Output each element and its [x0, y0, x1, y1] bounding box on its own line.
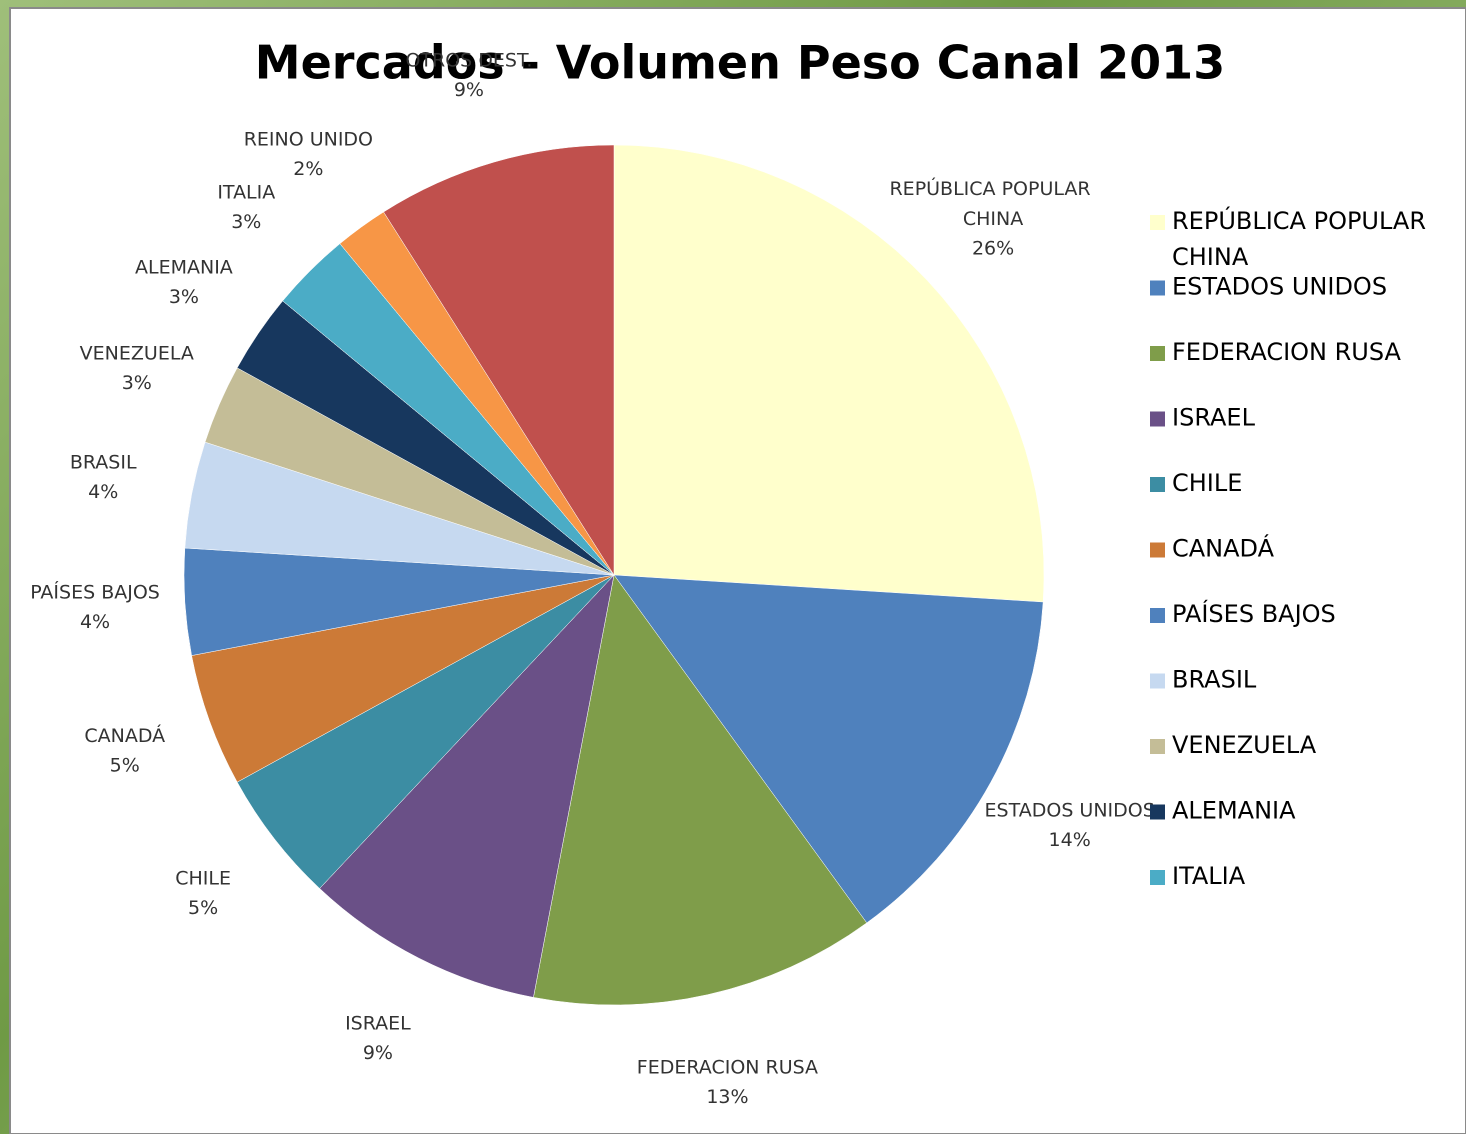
slice-label-name: ISRAEL: [345, 1012, 411, 1034]
pie-slice: [613, 574, 1044, 924]
legend-label: ESTADOS UNIDOS: [1172, 273, 1387, 301]
pie-slice: [383, 144, 615, 576]
legend-swatch: [1150, 739, 1165, 754]
slice-label-name: REPÚBLICA POPULAR CHINA: [889, 176, 1096, 230]
slice-label-name: BRASIL: [70, 451, 137, 473]
slice-label-value: 26%: [972, 238, 1014, 260]
legend-swatch: [1150, 608, 1165, 623]
legend-label: CHILE: [1172, 469, 1242, 497]
legend-swatch: [1150, 477, 1165, 492]
slice-label-value: 2%: [293, 158, 323, 180]
legend-label: REPÚBLICA POPULAR CHINA: [1172, 205, 1434, 271]
slice-label-name: CANADÁ: [84, 724, 165, 747]
slice-label-name: REINO UNIDO: [244, 128, 373, 150]
legend-swatch: [1150, 346, 1165, 361]
slice-label-value: 3%: [169, 286, 199, 308]
slice-label-name: PAÍSES BAJOS: [30, 580, 160, 603]
slice-label-value: 3%: [231, 211, 261, 233]
slice-label-name: FEDERACION RUSA: [637, 1056, 818, 1078]
legend-label: VENEZUELA: [1172, 731, 1317, 759]
slice-label-value: 5%: [110, 755, 140, 777]
legend-label: ALEMANIA: [1172, 797, 1296, 825]
slice-label-name: ESTADOS UNIDOS: [985, 799, 1155, 821]
slice-label-value: 14%: [1049, 829, 1091, 851]
slice-label-value: 4%: [80, 611, 110, 633]
pie-slice: [319, 574, 615, 998]
legend-label: ISRAEL: [1172, 404, 1256, 432]
slice-label-name: VENEZUELA: [80, 342, 194, 364]
slice-label-value: 3%: [122, 372, 152, 394]
slice-label-name: CHILE: [175, 867, 231, 889]
slice-label-value: 9%: [363, 1042, 393, 1064]
chart-title: Mercados - Volumen Peso Canal 2013: [255, 36, 1225, 90]
slice-label-value: 9%: [454, 79, 484, 101]
legend-swatch: [1150, 280, 1165, 296]
slice-label-name: ALEMANIA: [135, 256, 233, 278]
legend-swatch: [1150, 542, 1165, 558]
legend-label: BRASIL: [1172, 666, 1257, 694]
legend-swatch: [1150, 804, 1165, 820]
slice-label-value: 13%: [706, 1086, 748, 1108]
pie-slice: [533, 574, 868, 1006]
pie-slice: [613, 144, 1045, 603]
slice-label-value: 4%: [88, 481, 118, 503]
legend-swatch: [1150, 411, 1165, 427]
legend-swatch: [1150, 215, 1165, 230]
legend-label: CANADÁ: [1172, 534, 1275, 563]
legend-swatch: [1150, 870, 1165, 885]
legend-label: ITALIA: [1172, 862, 1246, 890]
slice-label-value: 5%: [188, 897, 218, 919]
slice-label-name: ITALIA: [217, 181, 275, 203]
legend-label: FEDERACION RUSA: [1172, 338, 1402, 366]
legend-label: PAÍSES BAJOS: [1172, 599, 1336, 628]
slice-label-name: OTROS DEST.: [405, 49, 532, 71]
legend-swatch: [1150, 673, 1165, 689]
